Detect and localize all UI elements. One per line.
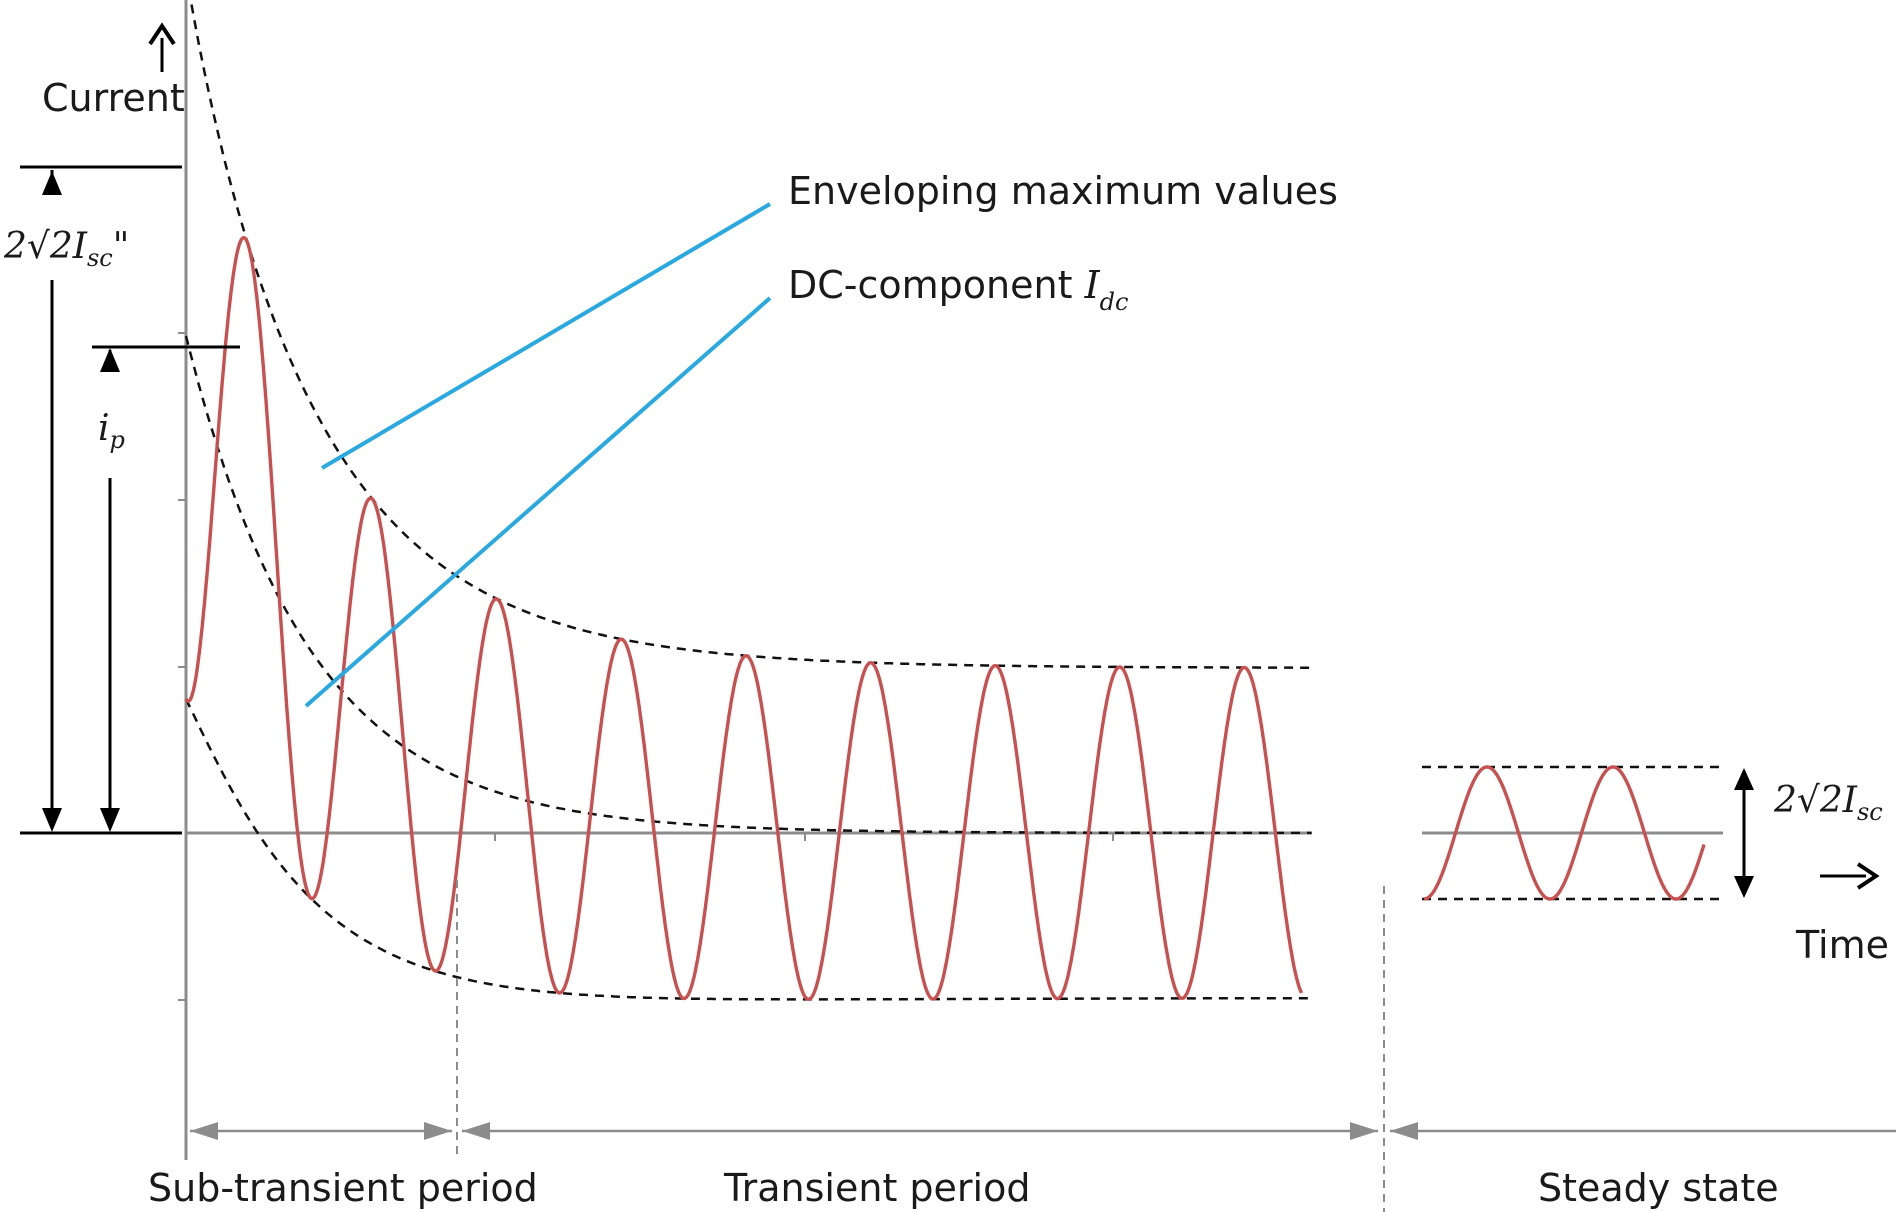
dc-component-text: DC-component <box>788 263 1085 307</box>
y-axis-label: Current <box>42 76 185 120</box>
steady-state-label: Steady state <box>1538 1166 1779 1210</box>
peak-label: ip <box>98 408 125 454</box>
x-ticks <box>494 833 1114 841</box>
initial-peak-label: 2√2Isc" <box>3 226 129 272</box>
x-axis-label: Time <box>1795 923 1889 967</box>
subtransient-period-label: Sub-transient period <box>148 1166 538 1210</box>
time-arrow <box>1820 862 1880 890</box>
steady-amplitude-label: 2√2Isc <box>1773 780 1883 826</box>
steady-state-current-wave <box>1423 765 1706 901</box>
current-up-arrow <box>148 22 176 72</box>
dc-subscript: dc <box>1100 288 1129 316</box>
short-circuit-current-wave <box>184 236 1304 1002</box>
dc-pointer-line <box>304 296 772 708</box>
dc-component-label: DC-component Idc <box>788 263 1128 316</box>
enveloping-label: Enveloping maximum values <box>788 169 1338 213</box>
transient-period-label: Transient period <box>723 1166 1030 1210</box>
dc-component-curve <box>184 335 1312 835</box>
enveloping-pointer-line <box>320 202 772 470</box>
lower-envelope-curve <box>184 698 1312 1001</box>
y-ticks <box>178 332 186 1001</box>
dc-symbol: I <box>1084 263 1101 307</box>
